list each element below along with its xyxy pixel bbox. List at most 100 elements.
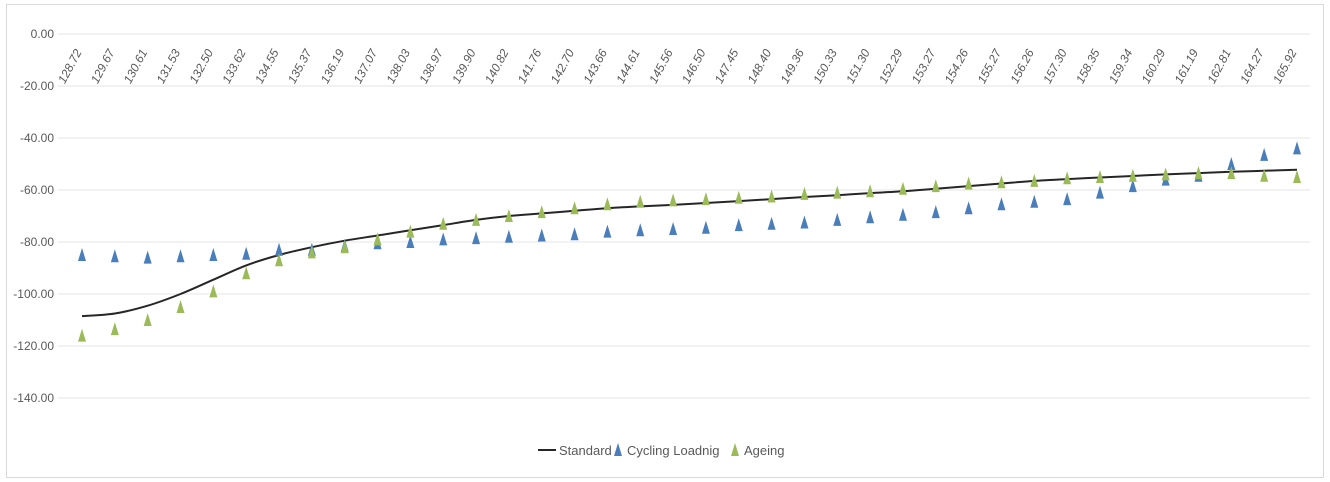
cycling-loadnig-point	[176, 249, 185, 263]
ageing-point	[1161, 167, 1170, 181]
cycling-loadnig-point	[1030, 194, 1039, 208]
cycling-loadnig-point	[1260, 147, 1269, 161]
cycling-loadnig-point	[767, 216, 776, 230]
x-tick-label: 147.45	[712, 47, 742, 86]
ageing-point	[1293, 170, 1301, 183]
legend-ageing-label: Ageing	[744, 443, 784, 458]
cycling-loadnig-point	[603, 224, 612, 238]
x-tick-label: 155.27	[975, 46, 1005, 86]
cycling-loadnig-point	[997, 197, 1006, 211]
legend-cycling-loadnig-label: Cycling Loadnig	[627, 443, 720, 458]
x-tick-label: 145.56	[646, 47, 676, 86]
cycling-loadnig-point	[800, 215, 809, 229]
x-tick-label: 164.27	[1237, 46, 1267, 86]
ageing-point	[472, 212, 481, 226]
x-tick-label: 134.55	[252, 47, 282, 86]
x-tick-label: 141.76	[515, 47, 545, 86]
x-tick-label: 139.90	[449, 47, 479, 86]
y-tick-label: -140.00	[13, 391, 54, 405]
x-tick-label: 148.40	[745, 47, 775, 86]
cycling-loadnig-point	[570, 227, 579, 241]
ageing-point	[603, 197, 612, 211]
ageing-point	[570, 201, 579, 215]
legend-standard-label: Standard	[559, 443, 612, 458]
x-tick-label: 133.62	[219, 47, 249, 86]
ageing-point	[701, 192, 710, 206]
cycling-loadnig-point	[701, 220, 710, 234]
cycling-loadnig-point	[636, 223, 645, 237]
y-tick-label: -120.00	[13, 339, 54, 353]
cycling-loadnig-point	[669, 222, 678, 235]
cycling-loadnig-point	[209, 248, 218, 261]
ageing-point	[1260, 168, 1269, 182]
x-tick-label: 160.29	[1139, 47, 1169, 86]
cycling-loadnig-point	[931, 205, 940, 219]
x-tick-label: 153.27	[909, 46, 939, 86]
y-tick-label: -40.00	[20, 131, 54, 145]
ageing-point	[964, 176, 973, 190]
x-tick-label: 136.19	[318, 47, 348, 86]
cycling-loadnig-point	[275, 242, 284, 256]
cycling-loadnig-point	[504, 229, 513, 243]
ageing-point	[307, 245, 316, 259]
ageing-point	[1194, 166, 1203, 180]
x-tick-label: 158.35	[1073, 47, 1103, 86]
ageing-point	[176, 300, 185, 313]
x-tick-label: 131.53	[154, 47, 184, 86]
y-tick-label: 0.00	[31, 27, 55, 41]
x-tick-label: 138.03	[383, 47, 413, 86]
x-tick-label: 151.30	[843, 47, 873, 86]
ageing-point	[537, 205, 546, 219]
ageing-point	[275, 253, 284, 267]
x-tick-label: 135.37	[285, 46, 315, 86]
legend-cycling-loadnig-swatch	[614, 443, 622, 456]
cycling-loadnig-point	[110, 249, 119, 263]
cycling-loadnig-point	[242, 246, 251, 260]
x-tick-label: 140.82	[482, 47, 512, 86]
x-tick-label: 150.33	[810, 47, 840, 86]
ageing-point	[340, 240, 349, 254]
cycling-loadnig-point	[734, 218, 743, 232]
x-tick-label: 130.61	[121, 47, 151, 86]
x-tick-label: 128.72	[55, 47, 85, 86]
x-tick-label: 157.30	[1040, 47, 1070, 86]
ageing-point	[898, 181, 907, 195]
ageing-point	[1227, 166, 1236, 180]
y-tick-label: -60.00	[20, 183, 54, 197]
ageing-point	[767, 189, 776, 203]
x-tick-label: 156.26	[1007, 47, 1037, 86]
cycling-loadnig-point	[537, 228, 546, 242]
ageing-point	[866, 184, 875, 198]
ageing-point	[242, 266, 251, 280]
x-tick-label: 165.92	[1270, 47, 1300, 86]
ageing-point	[1128, 168, 1137, 182]
cycling-loadnig-point	[406, 235, 415, 248]
cycling-loadnig-point	[439, 232, 448, 246]
x-tick-label: 143.66	[580, 47, 610, 86]
x-tick-label: 132.50	[186, 47, 216, 86]
x-tick-label: 154.26	[942, 47, 972, 86]
cycling-loadnig-point	[78, 248, 86, 261]
ageing-point	[209, 284, 218, 298]
chart-frame	[6, 4, 1324, 478]
cycling-loadnig-point	[1095, 185, 1104, 199]
x-axis-tick-labels: 128.72 129.67 130.61 131.53 132.50 133.62 134.…	[55, 46, 1300, 86]
ageing-point	[931, 179, 940, 193]
y-tick-label: -20.00	[20, 79, 54, 93]
x-tick-label: 144.61	[613, 47, 643, 86]
ageing-point	[78, 328, 86, 342]
ageing-point	[1030, 173, 1039, 187]
ageing-point	[406, 224, 415, 238]
cycling-loadnig-point	[898, 207, 907, 221]
ageing-point	[373, 232, 382, 246]
ageing-point	[1095, 170, 1104, 183]
x-tick-label: 146.50	[679, 47, 709, 86]
y-tick-label: -100.00	[13, 287, 54, 301]
cycling-loadnig-point	[1128, 179, 1137, 193]
cycling-loadnig-point	[866, 210, 875, 224]
x-tick-label: 138.97	[416, 46, 446, 86]
ageing-point	[833, 185, 842, 199]
ageing-point	[997, 175, 1006, 189]
x-tick-label: 152.29	[876, 47, 906, 86]
